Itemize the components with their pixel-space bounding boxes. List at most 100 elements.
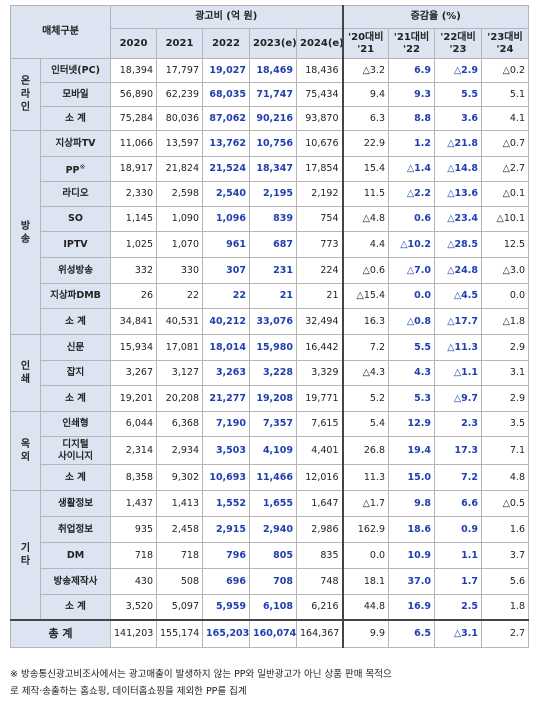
growth-rate-cell: 5.5 [434, 82, 482, 107]
ad-cost-cell: 7,357 [249, 411, 297, 437]
row-label-footnote-mark: ※ [79, 162, 86, 171]
row-label: 인터넷(PC) [40, 58, 111, 83]
table-row: 방송제작사 430 508 696 708 748 18.1 37.0 1.7 5.6 [11, 568, 529, 595]
table-body: 온라인온라인인터넷(PC)18,39417,79719,02718,46918,… [10, 58, 529, 648]
row-label-text: 생활정보 [58, 497, 93, 509]
ad-cost-cell: 21,277 [202, 385, 250, 412]
growth-rate-cell: 12.9 [388, 411, 435, 437]
growth-rate-cell: △0.8 [388, 308, 435, 335]
table-row: 위성방송 332 330 307 231 224 △0.6 △7.0 △24.8 △3.0 [11, 257, 529, 284]
growth-rate-cell: △2.2 [388, 181, 435, 207]
ad-cost-cell: 696 [202, 568, 250, 595]
growth-rate-cell: 16.9 [388, 594, 435, 620]
ad-cost-cell: 21,824 [156, 156, 203, 182]
growth-rate-cell: △0.2 [481, 58, 529, 83]
growth-rate-cell: △1.7 [341, 490, 389, 517]
growth-rate-cell: 0.0 [481, 283, 529, 309]
row-label-text: 소 계 [65, 315, 86, 327]
total-growth-rate-cell: △3.1 [434, 618, 482, 648]
row-label-text: 소 계 [65, 471, 86, 483]
growth-rate-cell: △17.7 [434, 308, 482, 335]
category-char: 기 [20, 542, 31, 554]
ad-cost-cell: 2,192 [296, 181, 343, 207]
growth-rate-cell: △0.5 [481, 490, 529, 517]
ad-cost-cell: 1,145 [110, 206, 157, 232]
growth-rate-cell: 8.8 [388, 106, 435, 131]
ad-cost-cell: 332 [110, 257, 157, 284]
year-header: 2021 [156, 28, 203, 59]
ad-cost-cell: 26 [110, 283, 157, 309]
ad-cost-cell: 13,597 [156, 130, 203, 157]
ad-cost-cell: 1,025 [110, 231, 157, 258]
ad-cost-cell: 10,756 [249, 130, 297, 157]
category-char: 옥 [20, 439, 31, 450]
category-cell: 온라인온라인 [10, 58, 41, 131]
footnote-line: ※ 방송통신광고비조사에서는 광고매출이 발생하지 않는 PP와 일반광고가 아… [10, 669, 392, 680]
ad-cost-cell: 231 [249, 257, 297, 284]
year-header: 2020 [110, 28, 157, 59]
category-cell: 옥외옥외 [10, 411, 41, 491]
row-label: 모바일 [40, 82, 111, 107]
growth-rate-cell: 10.9 [388, 542, 435, 569]
growth-rate-cell: △10.2 [388, 231, 435, 258]
growth-rate-cell: 19.4 [388, 436, 435, 465]
ad-cost-cell: 15,934 [110, 334, 157, 361]
ad-cost-cell: 22 [202, 283, 250, 309]
ad-cost-cell: 6,044 [110, 411, 157, 437]
row-label: 디지털 사이니지 [40, 436, 111, 465]
growth-rate-header: 증감율 (%) [341, 5, 529, 29]
ad-cost-cell: 754 [296, 206, 343, 232]
ad-cost-cell: 4,109 [249, 436, 297, 465]
growth-rate-cell: 1.1 [434, 542, 482, 569]
growth-rate-cell: 3.5 [481, 411, 529, 437]
growth-rate-cell: △23.4 [434, 206, 482, 232]
row-label-text: 지상파DMB [50, 290, 101, 301]
ad-cost-cell: 6,108 [249, 594, 297, 620]
row-label: IPTV [40, 231, 111, 258]
ad-cost-cell: 2,314 [110, 436, 157, 465]
growth-rate-cell: 9.8 [388, 490, 435, 517]
ad-spend-table: 매체구분 광고비 (억 원) 증감율 (%) 2020 2021 2022 20… [10, 5, 529, 648]
growth-rate-cell: 7.1 [481, 436, 529, 465]
ad-cost-cell: 32,494 [296, 308, 343, 335]
category-char: 온 [20, 76, 31, 87]
growth-rate-cell: △4.3 [341, 360, 389, 386]
row-label: 생활정보 [40, 490, 111, 517]
ad-cost-cell: 21 [249, 283, 297, 309]
table-row: PP※ 18,917 21,824 21,524 18,347 17,854 15.4 △1.… [11, 156, 529, 182]
ad-cost-cell: 687 [249, 231, 297, 258]
ad-cost-cell: 748 [296, 568, 343, 595]
category-char: 방 [20, 220, 31, 232]
row-label: 소 계 [40, 308, 111, 335]
ad-cost-cell: 708 [249, 568, 297, 595]
change-header-bottom: '21 [357, 43, 375, 55]
ad-cost-cell: 87,062 [202, 106, 250, 131]
table-row: 기타기타 생활정보 1,4371,4131,5521,6551,647△1.79.8… [10, 490, 529, 620]
ad-cost-cell: 430 [110, 568, 157, 595]
growth-rate-cell: △11.3 [434, 334, 482, 361]
change-header-top: '23대비 [487, 31, 523, 43]
ad-cost-cell: 75,434 [296, 82, 343, 107]
ad-cost-cell: 1,070 [156, 231, 203, 258]
table-row: 지상파DMB 26 22 22 21 21 △15.4 0.0 △4.5 0.0 [11, 283, 529, 309]
ad-cost-cell: 10,693 [202, 464, 250, 491]
ad-cost-cell: 2,458 [156, 516, 203, 543]
growth-rate-cell: 1.6 [481, 516, 529, 543]
growth-rate-cell: 0.0 [341, 542, 389, 569]
growth-rate-cell: △3.0 [481, 257, 529, 284]
row-label: 인쇄형 [40, 411, 111, 437]
ad-cost-cell: 17,854 [296, 156, 343, 182]
growth-rate-cell: 12.5 [481, 231, 529, 258]
ad-cost-cell: 5,097 [156, 594, 203, 620]
category-char: 인 [20, 361, 31, 372]
growth-rate-cell: 4.1 [481, 106, 529, 131]
growth-rate-cell: 6.6 [434, 490, 482, 517]
row-label-text: 라디오 [62, 188, 89, 199]
row-label: 취업정보 [40, 516, 111, 543]
change-header: '22대비 '23 [434, 28, 482, 59]
total-label: 총 계 [10, 618, 111, 648]
ad-cost-cell: 718 [156, 542, 203, 569]
ad-cost-cell: 21 [296, 283, 343, 309]
ad-cost-cell: 40,212 [202, 308, 250, 335]
ad-cost-cell: 12,016 [296, 464, 343, 491]
